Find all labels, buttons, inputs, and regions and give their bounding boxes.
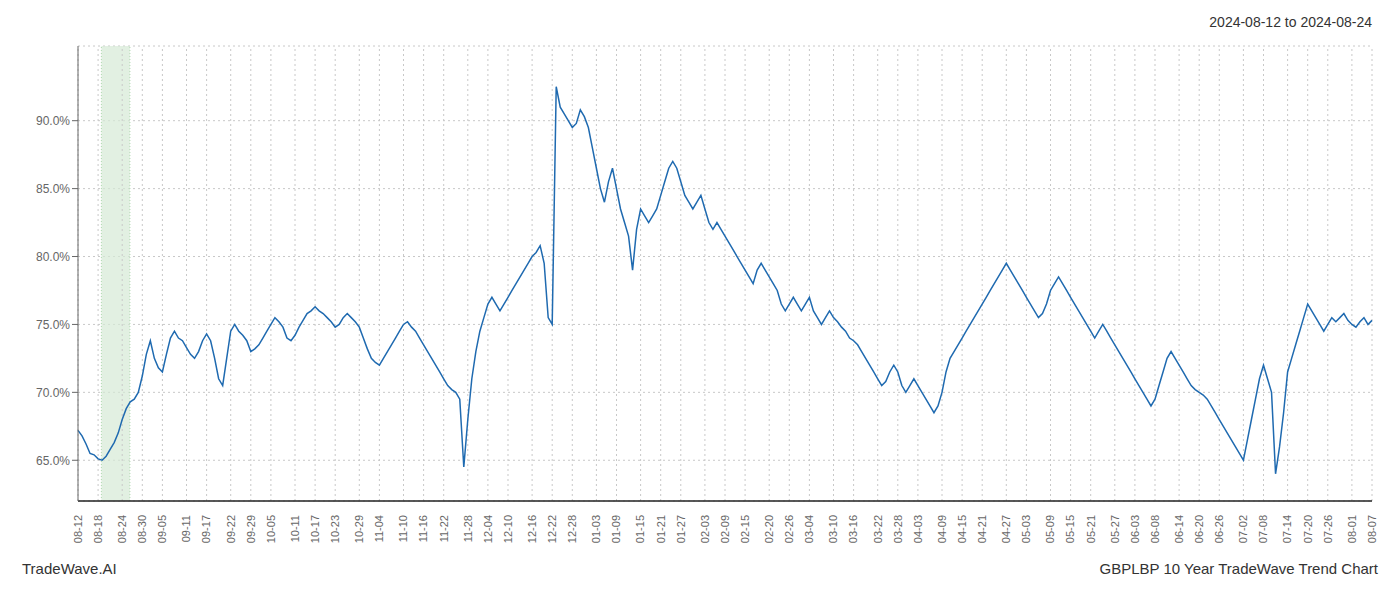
html-text:GBPLBP 10 Year TradeWave Trend: GBPLBP 10 Year TradeWave Trend Chart — [1099, 560, 1378, 577]
svg-text:10-05: 10-05 — [265, 515, 277, 543]
svg-text:01-21: 01-21 — [655, 515, 667, 543]
svg-text:01-03: 01-03 — [590, 515, 602, 543]
svg-text:12-16: 12-16 — [526, 515, 538, 543]
svg-text:08-01: 08-01 — [1346, 515, 1358, 543]
svg-text:04-09: 04-09 — [936, 515, 948, 543]
svg-text:01-27: 01-27 — [675, 515, 687, 543]
svg-text:06-03: 06-03 — [1129, 515, 1141, 543]
svg-text:08-12: 08-12 — [72, 515, 84, 543]
svg-text:08-24: 08-24 — [116, 515, 128, 543]
svg-text:01-15: 01-15 — [634, 515, 646, 543]
svg-text:65.0%: 65.0% — [36, 454, 70, 468]
svg-text:11-10: 11-10 — [397, 515, 409, 542]
svg-text:09-11: 09-11 — [180, 515, 192, 542]
svg-text:08-07: 08-07 — [1366, 515, 1378, 543]
svg-text:05-27: 05-27 — [1109, 515, 1121, 543]
svg-text:07-14: 07-14 — [1281, 515, 1293, 543]
svg-text:06-20: 06-20 — [1193, 515, 1205, 543]
html-text:TradeWave.AI: TradeWave.AI — [22, 560, 117, 577]
svg-text:06-08: 06-08 — [1149, 515, 1161, 543]
svg-text:06-26: 06-26 — [1213, 515, 1225, 543]
svg-text:02-09: 02-09 — [719, 515, 731, 543]
svg-text:09-22: 09-22 — [225, 515, 237, 543]
svg-text:12-04: 12-04 — [482, 515, 494, 543]
svg-text:80.0%: 80.0% — [36, 250, 70, 264]
svg-text:10-17: 10-17 — [309, 515, 321, 543]
svg-text:02-26: 02-26 — [783, 515, 795, 543]
svg-text:03-10: 03-10 — [827, 515, 839, 543]
svg-text:02-20: 02-20 — [763, 515, 775, 543]
svg-text:07-08: 07-08 — [1257, 515, 1269, 543]
svg-text:10-11: 10-11 — [289, 515, 301, 542]
svg-text:10-23: 10-23 — [329, 515, 341, 543]
svg-text:90.0%: 90.0% — [36, 114, 70, 128]
svg-text:11-04: 11-04 — [373, 515, 385, 542]
svg-text:09-05: 09-05 — [156, 515, 168, 543]
svg-text:03-16: 03-16 — [847, 515, 859, 543]
svg-text:08-18: 08-18 — [92, 515, 104, 543]
svg-text:07-02: 07-02 — [1237, 515, 1249, 543]
svg-text:04-15: 04-15 — [956, 515, 968, 543]
svg-text:09-29: 09-29 — [245, 515, 257, 543]
svg-text:70.0%: 70.0% — [36, 386, 70, 400]
svg-text:07-26: 07-26 — [1322, 515, 1334, 543]
svg-text:03-04: 03-04 — [803, 515, 815, 543]
svg-text:01-09: 01-09 — [610, 515, 622, 543]
svg-text:05-03: 05-03 — [1020, 515, 1032, 543]
svg-text:12-22: 12-22 — [546, 515, 558, 543]
html-text:2024-08-12 to 2024-08-24: 2024-08-12 to 2024-08-24 — [1209, 14, 1372, 30]
svg-text:12-10: 12-10 — [502, 515, 514, 543]
svg-text:12-28: 12-28 — [566, 515, 578, 543]
svg-text:04-27: 04-27 — [1000, 515, 1012, 543]
svg-text:03-28: 03-28 — [892, 515, 904, 543]
svg-text:05-21: 05-21 — [1085, 515, 1097, 543]
svg-text:75.0%: 75.0% — [36, 318, 70, 332]
svg-text:05-15: 05-15 — [1064, 515, 1076, 543]
svg-text:02-15: 02-15 — [739, 515, 751, 543]
svg-text:04-21: 04-21 — [976, 515, 988, 543]
svg-text:10-29: 10-29 — [353, 515, 365, 543]
svg-text:11-22: 11-22 — [438, 515, 450, 542]
svg-text:08-30: 08-30 — [136, 515, 148, 543]
svg-text:05-09: 05-09 — [1044, 515, 1056, 543]
svg-text:03-22: 03-22 — [872, 515, 884, 543]
svg-text:04-03: 04-03 — [912, 515, 924, 543]
svg-text:09-17: 09-17 — [200, 515, 212, 543]
svg-text:07-20: 07-20 — [1302, 515, 1314, 543]
svg-text:02-03: 02-03 — [699, 515, 711, 543]
svg-text:85.0%: 85.0% — [36, 182, 70, 196]
svg-text:11-28: 11-28 — [462, 515, 474, 542]
svg-text:06-14: 06-14 — [1173, 515, 1185, 543]
svg-text:11-16: 11-16 — [417, 515, 429, 542]
